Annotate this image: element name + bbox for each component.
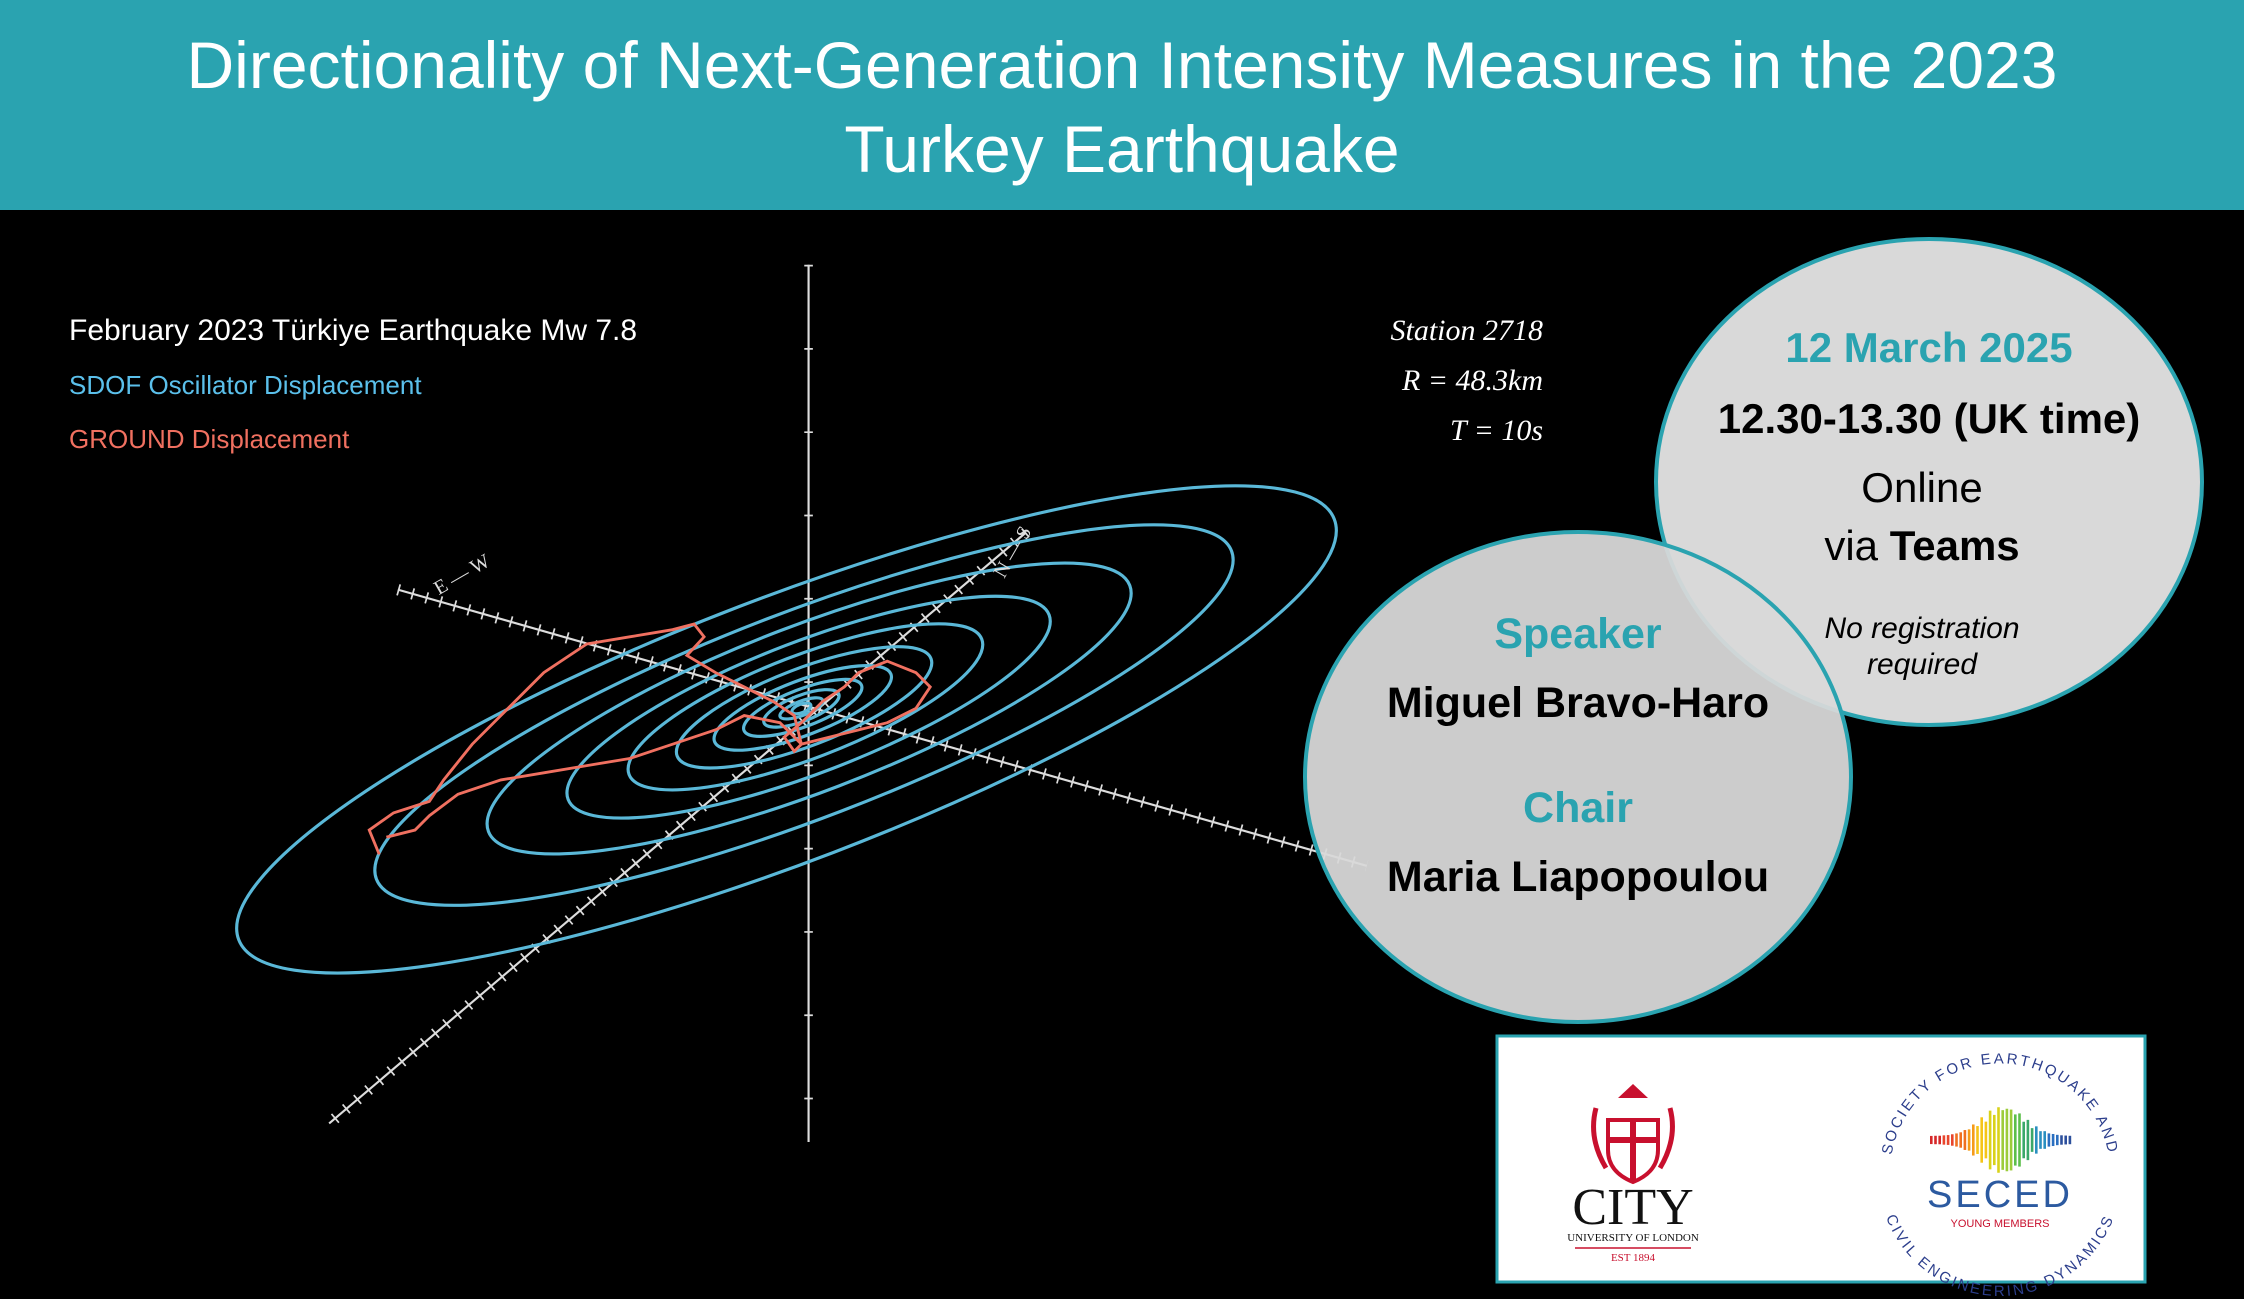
ew-axis: [397, 588, 1367, 867]
city-established: EST 1894: [1611, 1252, 1656, 1264]
waveform-bar: [2018, 1113, 2021, 1167]
chair-name: Maria Liapopoulou: [1387, 853, 1769, 901]
event-date: 12 March 2025: [1785, 324, 2072, 371]
waveform-bar: [2068, 1135, 2072, 1145]
orbit: [235, 484, 1338, 975]
orbit: [790, 701, 813, 716]
people-circle: [1303, 530, 1853, 1024]
seced-subtitle: YOUNG MEMBERS: [1950, 1218, 2049, 1230]
waveform-bar: [2035, 1126, 2038, 1154]
waveform-bar: [1976, 1126, 1979, 1154]
orbit: [373, 523, 1235, 907]
seced-waveform: [1930, 1107, 2072, 1173]
figure-title: February 2023 Türkiye Earthquake Mw 7.8: [69, 314, 637, 347]
legend-entry: SDOF Oscillator Displacement: [69, 370, 422, 400]
orbit: [626, 622, 985, 792]
waveform-bar: [2005, 1108, 2009, 1172]
orbit: [565, 594, 1052, 820]
city-subtitle: UNIVERSITY OF LONDON: [1567, 1232, 1699, 1244]
waveform-bar: [2051, 1133, 2055, 1147]
waveform-bar: [2022, 1121, 2025, 1159]
title-bar: [0, 0, 2244, 210]
speaker-name: Miguel Bravo-Haro: [1387, 679, 1769, 727]
station-info: T = 10s: [1450, 414, 1543, 447]
title-line: Directionality of Next-Generation Intens…: [187, 28, 2058, 102]
orbit: [712, 663, 894, 752]
logo-box: [1495, 1034, 2147, 1284]
waveform-bar: [1988, 1110, 1992, 1170]
waveform-bar: [2056, 1134, 2059, 1146]
registration-note: required: [1867, 648, 1978, 681]
waveform-bar: [2026, 1119, 2030, 1161]
waveform-bar: [1980, 1117, 1983, 1163]
orbit-plot: [235, 264, 1369, 1143]
waveform-bar: [1967, 1129, 1971, 1151]
waveform-bar: [1955, 1133, 1958, 1147]
waveform-bar: [1942, 1135, 1946, 1145]
station-info: Station 2718: [1390, 314, 1543, 347]
orbit: [742, 677, 864, 738]
waveform-bar: [2043, 1131, 2046, 1149]
city-crest: [1591, 1084, 1675, 1185]
waveform-bar: [1993, 1114, 1996, 1166]
waveform-bar: [1930, 1135, 1933, 1145]
seced-name: SECED: [1927, 1174, 2073, 1216]
sdof-orbits: [235, 484, 1338, 975]
registration-note: No registration: [1824, 612, 2019, 645]
crest-top: [1618, 1084, 1648, 1098]
orbit: [674, 645, 934, 770]
waveform-bar: [2009, 1109, 2013, 1171]
event-mode: Online: [1861, 464, 1982, 511]
event-circle: [1654, 237, 2204, 727]
waveform-bar: [2039, 1131, 2042, 1149]
station-info: R = 48.3km: [1401, 364, 1543, 397]
speaker-label: Speaker: [1494, 610, 1662, 658]
event-time: 12.30-13.30 (UK time): [1718, 395, 2141, 442]
waveform-bar: [2030, 1128, 2034, 1152]
orbit: [762, 688, 841, 729]
city-name: CITY: [1572, 1179, 1693, 1236]
waveform-bar: [1951, 1134, 1954, 1146]
waveform-bar: [1984, 1121, 1988, 1159]
event-platform: via Teams: [1824, 522, 2019, 569]
chair-label: Chair: [1523, 784, 1633, 832]
platform: Teams: [1890, 522, 2020, 569]
waveform-bar: [1963, 1130, 1967, 1150]
waveform-bar: [2047, 1133, 2051, 1147]
title-line: Turkey Earthquake: [844, 112, 1399, 186]
waveform-bar: [2014, 1114, 2017, 1166]
waveform-bar: [1938, 1135, 1941, 1145]
waveform-bar: [1946, 1135, 1950, 1145]
via: via: [1824, 522, 1878, 569]
legend-entry: GROUND Displacement: [69, 424, 350, 454]
supporters: [1591, 1107, 1675, 1170]
ns-axis: [328, 531, 1027, 1125]
waveform-bar: [2001, 1110, 2004, 1170]
waveform-bar: [2064, 1135, 2067, 1145]
waveform-bar: [1934, 1135, 1937, 1145]
waveform-bar: [1959, 1132, 1962, 1148]
orbit: [485, 561, 1133, 856]
waveform-bar: [1972, 1124, 1975, 1156]
waveform-bar: [1997, 1107, 2000, 1173]
waveform-bar: [2060, 1135, 2063, 1145]
ground-path: [367, 622, 933, 855]
cross: [1610, 1122, 1656, 1180]
